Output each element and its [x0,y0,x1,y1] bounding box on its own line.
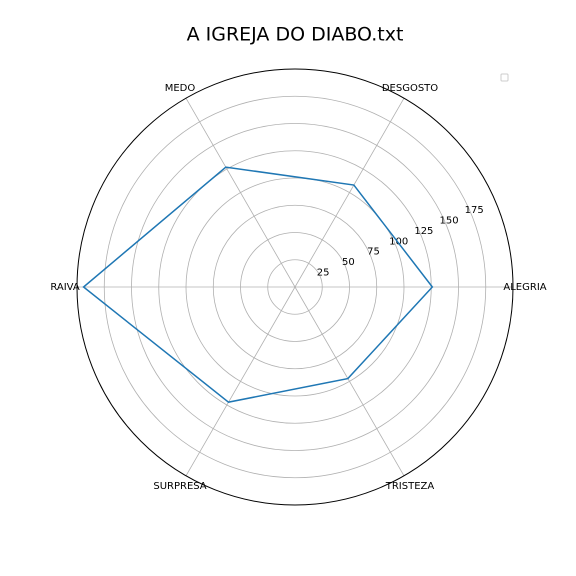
category-label: DESGOSTO [382,83,438,94]
legend [500,73,509,82]
spoke [294,286,405,476]
spoke [294,98,405,288]
category-label: RAIVA [50,282,80,293]
r-tick-label: 100 [389,236,408,247]
r-tick-label: 150 [440,215,459,226]
category-label: ALEGRIA [503,282,546,293]
frame [76,68,514,506]
r-tick-label: 50 [342,257,355,268]
r-tick-label: 125 [414,226,433,237]
category-label: SURPRESA [153,481,206,492]
category-label: MEDO [165,83,196,94]
r-tick-label: 25 [317,268,330,279]
spoke [185,98,296,288]
r-tick-label: 75 [367,247,380,258]
category-label: TRISTEZA [385,481,435,492]
series-line [82,166,434,403]
spoke [185,286,296,476]
r-tick-label: 175 [465,205,484,216]
chart-title: A IGREJA DO DIABO.txt [187,24,404,46]
